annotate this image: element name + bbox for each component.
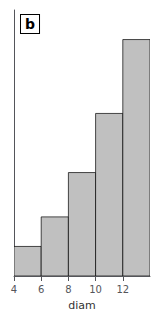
svg-text:10: 10 xyxy=(89,284,102,295)
svg-text:6: 6 xyxy=(38,284,44,295)
svg-text:b: b xyxy=(25,16,35,32)
svg-text:12: 12 xyxy=(116,284,129,295)
svg-text:4: 4 xyxy=(11,284,17,295)
svg-text:8: 8 xyxy=(65,284,71,295)
svg-text:diam: diam xyxy=(68,299,96,312)
